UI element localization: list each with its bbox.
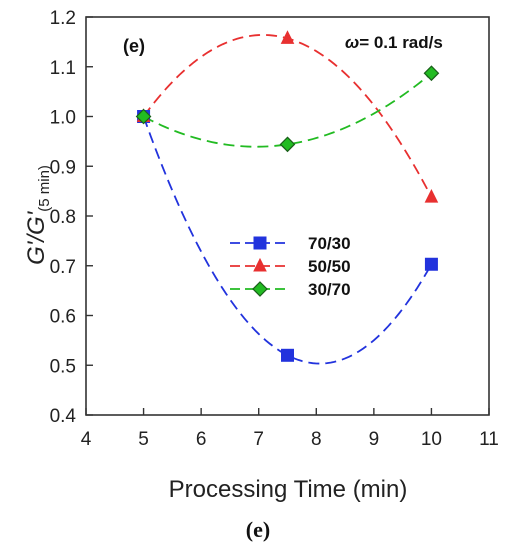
y-axis-title: G'/G'(5 min) xyxy=(23,165,53,265)
y-tick-label: 0.4 xyxy=(50,406,77,427)
series-curve-70-30 xyxy=(142,116,433,365)
x-tick-label: 6 xyxy=(196,429,207,450)
y-axis-title-main: G'/G' xyxy=(23,210,50,265)
y-tick-label: 0.9 xyxy=(50,157,76,178)
data-point-30-70 xyxy=(135,108,152,125)
x-tick-label: 11 xyxy=(479,429,499,450)
data-point-50-50 xyxy=(424,188,439,203)
legend-label: 30/70 xyxy=(308,280,351,299)
y-tick-label: 0.7 xyxy=(50,257,76,278)
legend-marker xyxy=(253,236,267,250)
y-tick-label: 0.5 xyxy=(50,356,76,377)
figure-caption: (e) xyxy=(246,517,270,542)
y-tick-label: 0.8 xyxy=(50,207,76,228)
series-curve-30-70 xyxy=(143,72,433,148)
series-markers xyxy=(135,30,440,362)
y-tick-label: 1.1 xyxy=(50,58,76,79)
x-axis: 4 5 6 7 8 9 10 11 xyxy=(81,408,499,450)
x-tick-label: 9 xyxy=(369,429,380,450)
legend-label: 50/50 xyxy=(308,257,351,276)
y-tick-label: 0.6 xyxy=(50,307,76,328)
data-point-70-30 xyxy=(424,257,438,271)
annotation-omega: ω xyxy=(345,33,359,52)
annotation-value: = 0.1 rad/s xyxy=(359,33,443,52)
panel-label: (e) xyxy=(123,36,145,56)
y-tick-label: 1.2 xyxy=(50,8,76,29)
data-point-70-30 xyxy=(281,348,294,362)
data-point-30-70 xyxy=(423,65,440,82)
y-axis: 0.4 0.5 0.6 0.7 0.8 0.9 1.0 1.1 1.2 xyxy=(50,8,93,427)
y-axis-title-sub: (5 min) xyxy=(36,165,53,212)
x-tick-label: 8 xyxy=(311,429,322,450)
data-point-30-70 xyxy=(279,136,296,153)
annotation: ω= 0.1 rad/s xyxy=(345,33,443,52)
x-tick-label: 7 xyxy=(253,429,264,450)
legend-label: 70/30 xyxy=(308,234,351,253)
data-point-50-50 xyxy=(280,30,295,44)
x-tick-label: 5 xyxy=(138,429,149,450)
series-curve-50-50 xyxy=(142,34,433,198)
legend: 70/30 50/50 30/70 xyxy=(230,234,351,299)
x-tick-label: 4 xyxy=(81,429,92,450)
legend-marker xyxy=(252,281,268,297)
x-axis-title: Processing Time (min) xyxy=(169,476,408,503)
legend-marker xyxy=(253,257,267,272)
x-tick-label: 10 xyxy=(421,429,442,450)
series-curves xyxy=(142,34,433,365)
y-tick-label: 1.0 xyxy=(50,108,76,129)
